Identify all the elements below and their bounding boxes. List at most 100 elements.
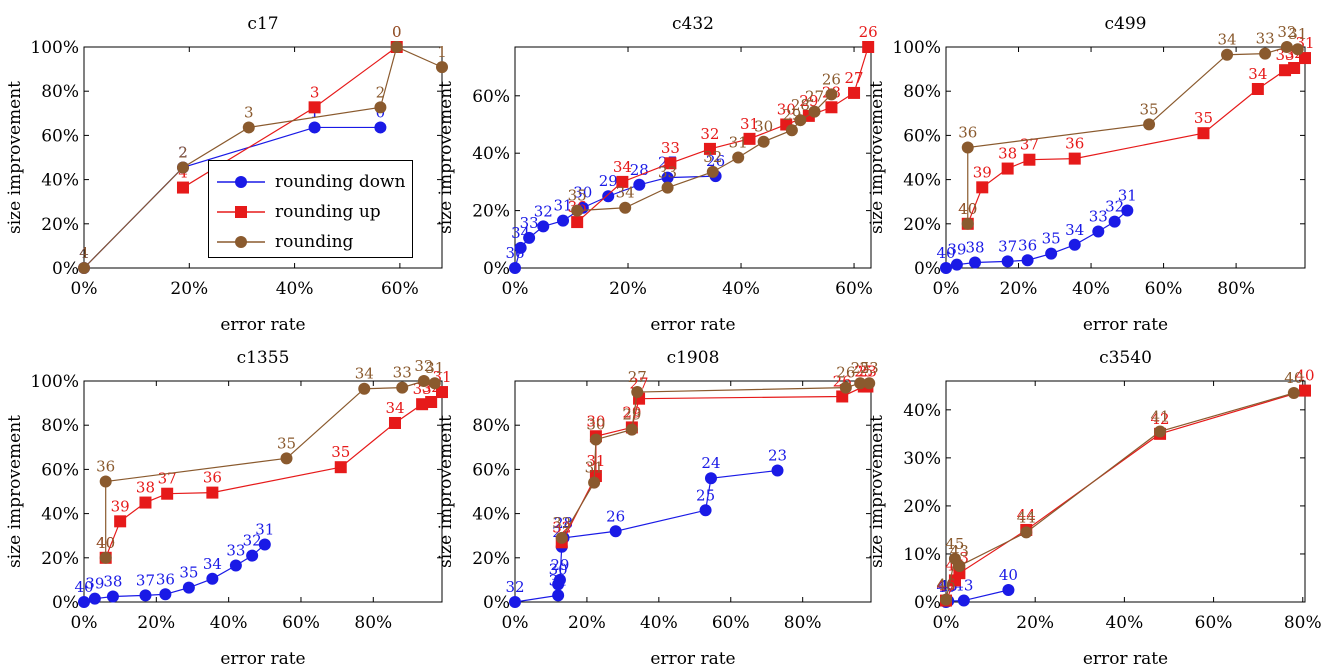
x-tick-label: 40% bbox=[640, 613, 678, 633]
legend: rounding down rounding up rounding bbox=[208, 160, 413, 258]
data-label: 33 bbox=[520, 214, 539, 232]
data-label: 28 bbox=[791, 96, 810, 114]
data-label: 40 bbox=[936, 244, 955, 262]
y-tick-label: 0% bbox=[914, 593, 941, 613]
chart-c1355: c1355 error rate size improvement 0% 20% 40% 6… bbox=[5, 348, 452, 667]
data-label: 35 bbox=[331, 443, 350, 461]
data-label: 30 bbox=[549, 560, 568, 578]
data-label: 31 bbox=[553, 197, 572, 215]
data-label: 33 bbox=[658, 164, 677, 182]
x-tick-label: 60% bbox=[712, 613, 750, 633]
data-point bbox=[1068, 152, 1081, 165]
y-tick-label: 0% bbox=[483, 593, 510, 613]
data-label: 40 bbox=[999, 566, 1018, 584]
data-point bbox=[1154, 425, 1167, 438]
data-point bbox=[417, 375, 430, 387]
data-point bbox=[961, 217, 974, 230]
data-point bbox=[808, 105, 821, 118]
data-point bbox=[1121, 204, 1134, 217]
data-label: 23 bbox=[768, 447, 787, 465]
data-label: 35 bbox=[277, 434, 296, 452]
x-tick-label: 60% bbox=[1195, 613, 1233, 633]
data-point bbox=[99, 551, 112, 564]
data-point bbox=[609, 525, 622, 538]
data-point bbox=[88, 592, 101, 605]
plot-frame bbox=[514, 380, 872, 603]
data-point bbox=[1251, 82, 1264, 95]
data-point bbox=[106, 590, 119, 603]
x-tick-label: 0% bbox=[933, 613, 960, 633]
plot-frame bbox=[83, 46, 443, 269]
legend-marker-up bbox=[217, 206, 265, 218]
data-point bbox=[706, 165, 719, 178]
data-label: 32 bbox=[552, 518, 571, 536]
data-point bbox=[699, 504, 712, 517]
data-label: 39 bbox=[85, 575, 104, 593]
data-label: 30 bbox=[754, 118, 773, 136]
data-label: 35 bbox=[1194, 109, 1213, 127]
data-label: 0 bbox=[392, 23, 402, 41]
chart-title: c1355 bbox=[237, 348, 290, 368]
chart-title: c432 bbox=[672, 14, 714, 34]
data-label: 45 bbox=[945, 535, 964, 553]
legend-label: rounding down bbox=[275, 172, 406, 192]
data-point bbox=[1108, 215, 1121, 228]
data-label: 30 bbox=[586, 412, 605, 430]
data-point bbox=[794, 114, 807, 127]
chart-c1908: c1908 error rate size improvement 0% 20% 40% 6… bbox=[436, 348, 879, 667]
data-point bbox=[771, 464, 784, 477]
chart-title: c17 bbox=[247, 14, 278, 34]
data-point bbox=[1021, 254, 1034, 267]
legend-marker-round bbox=[217, 236, 265, 248]
y-tick-label: 20% bbox=[472, 202, 510, 222]
y-axis-label: size improvement bbox=[867, 415, 887, 568]
data-label: 35 bbox=[1140, 100, 1159, 118]
data-point bbox=[416, 398, 429, 411]
data-label: 29 bbox=[799, 92, 818, 110]
chart-c499: c499 error rate size improvement 0% 20% 40% 60… bbox=[867, 14, 1315, 335]
data-point bbox=[555, 531, 568, 544]
data-label: 31 bbox=[255, 521, 274, 539]
data-label: 4 bbox=[79, 244, 89, 262]
data-label: 1 bbox=[437, 43, 447, 61]
x-tick-label: 80% bbox=[784, 613, 822, 633]
data-label: 27 bbox=[628, 368, 647, 386]
data-label: 34 bbox=[1248, 65, 1267, 83]
data-label: 29 bbox=[622, 403, 641, 421]
y-tick-label: 80% bbox=[472, 416, 510, 436]
data-point bbox=[176, 181, 189, 194]
data-point bbox=[509, 262, 521, 274]
series-line bbox=[83, 46, 443, 269]
data-label: 36 bbox=[1018, 236, 1037, 254]
data-point bbox=[825, 101, 838, 114]
series-line bbox=[945, 210, 1128, 269]
data-label: 34 bbox=[616, 184, 635, 202]
data-point bbox=[436, 386, 448, 399]
data-label: 26 bbox=[836, 364, 855, 382]
data-label: 38 bbox=[965, 238, 984, 256]
data-point bbox=[961, 141, 974, 154]
y-tick-label: 60% bbox=[41, 460, 79, 480]
plot-frame bbox=[83, 380, 443, 603]
y-tick-label: 40% bbox=[41, 171, 79, 191]
y-axis-label: size improvement bbox=[436, 81, 456, 234]
x-axis-label: error rate bbox=[1083, 649, 1168, 667]
data-point bbox=[1023, 153, 1036, 166]
data-label: 33 bbox=[1256, 30, 1275, 48]
data-point bbox=[1068, 238, 1081, 251]
y-tick-label: 80% bbox=[903, 82, 941, 102]
data-point bbox=[139, 589, 152, 602]
data-label: 32 bbox=[505, 578, 524, 596]
data-label: 29 bbox=[550, 556, 569, 574]
x-tick-label: 0% bbox=[502, 613, 529, 633]
data-point bbox=[863, 377, 876, 390]
data-point bbox=[571, 204, 584, 217]
data-label: 30 bbox=[777, 100, 796, 118]
series-down: 32313029272826252423 bbox=[505, 447, 787, 608]
data-point bbox=[1221, 48, 1234, 61]
series-round: 4 2 3 2 0 1 bbox=[78, 23, 448, 274]
x-tick-label: 20% bbox=[1000, 279, 1038, 299]
data-label: 24 bbox=[701, 454, 720, 472]
data-point bbox=[969, 256, 982, 269]
